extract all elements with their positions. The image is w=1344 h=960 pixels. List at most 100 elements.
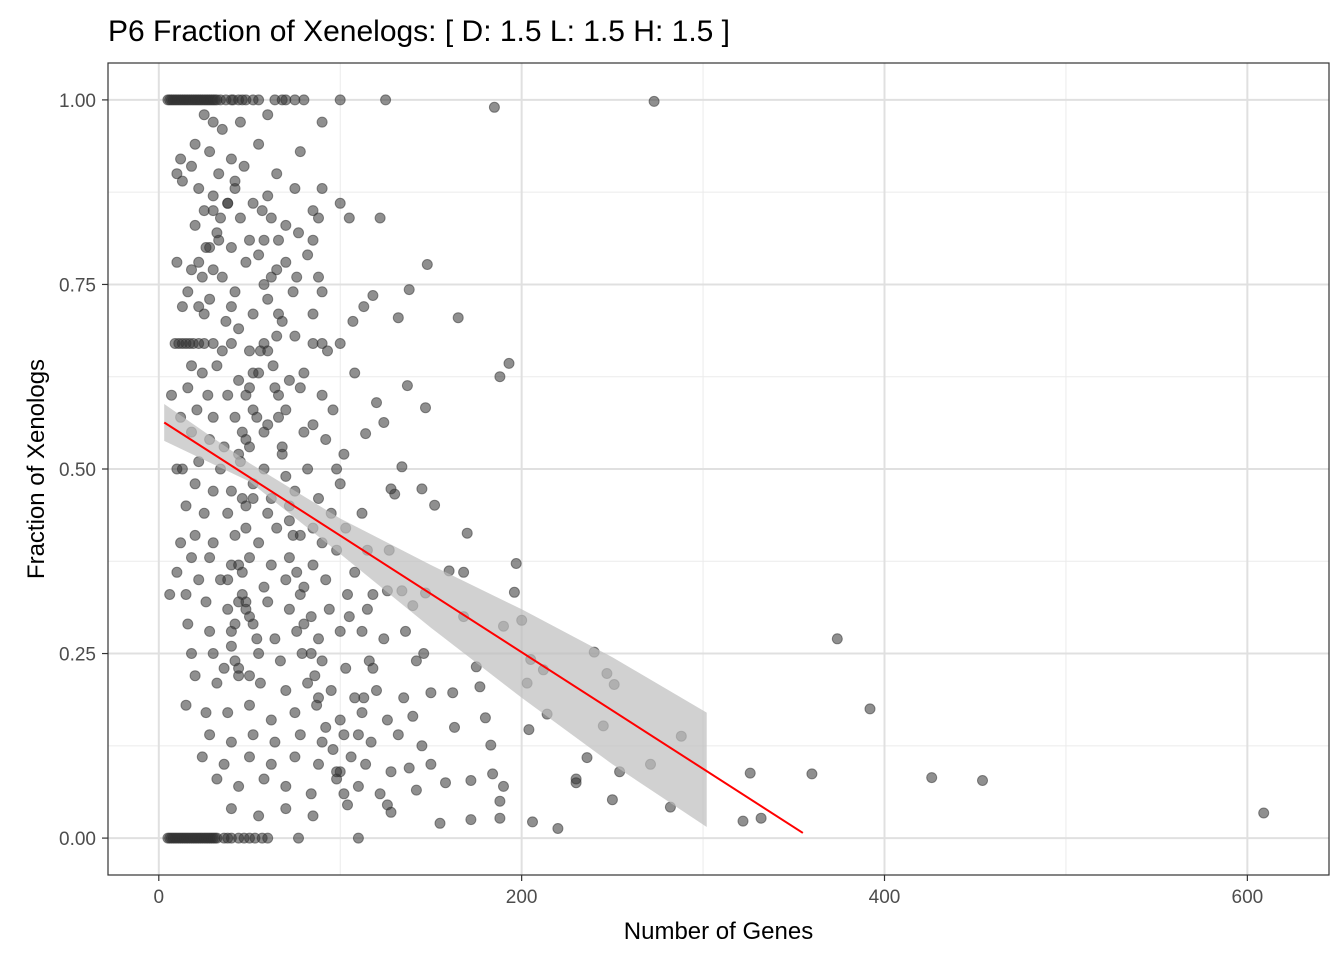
data-point <box>198 109 210 121</box>
data-point <box>340 662 352 674</box>
data-point <box>367 589 379 600</box>
x-tick-label: 200 <box>506 887 538 908</box>
data-point <box>271 522 283 534</box>
data-point <box>218 758 230 770</box>
data-point <box>234 116 246 128</box>
data-point <box>262 596 274 608</box>
data-point <box>291 566 303 578</box>
x-axis: 0 200 400 600 <box>154 875 1263 908</box>
data-point <box>225 338 237 349</box>
data-point <box>338 448 350 460</box>
data-point <box>180 589 192 600</box>
data-point <box>204 552 216 564</box>
data-point <box>398 692 410 704</box>
data-point <box>236 589 248 600</box>
data-point <box>251 411 263 423</box>
data-point <box>358 692 370 704</box>
data-point <box>434 817 446 829</box>
data-point <box>193 256 205 268</box>
data-point <box>418 648 430 659</box>
data-point <box>280 256 292 268</box>
data-point <box>320 434 332 445</box>
data-point <box>186 264 197 276</box>
data-point <box>247 197 259 209</box>
data-point <box>225 153 237 165</box>
data-point <box>253 648 265 659</box>
data-point <box>240 389 252 401</box>
data-point <box>474 681 486 693</box>
data-point <box>343 611 355 623</box>
data-point <box>305 611 317 623</box>
data-point <box>385 766 397 778</box>
data-point <box>222 197 234 209</box>
data-point <box>280 94 292 106</box>
data-point <box>280 685 292 696</box>
data-point <box>313 692 324 704</box>
data-point <box>244 552 255 564</box>
data-point <box>238 160 250 172</box>
data-point <box>247 308 259 320</box>
data-point <box>240 522 252 534</box>
data-point <box>225 301 237 313</box>
data-point <box>216 345 228 357</box>
data-point <box>262 832 274 844</box>
data-point <box>207 264 219 276</box>
data-point <box>327 404 339 416</box>
data-point <box>365 736 377 748</box>
data-point <box>247 367 259 379</box>
data-point <box>334 625 346 637</box>
data-point <box>307 810 319 822</box>
data-point <box>298 426 310 438</box>
data-point <box>313 633 324 645</box>
data-point <box>320 574 332 586</box>
data-point <box>403 762 415 774</box>
data-point <box>358 301 370 313</box>
data-point <box>280 404 292 416</box>
data-point <box>193 301 205 313</box>
data-point <box>465 775 477 786</box>
data-point <box>806 768 818 780</box>
data-point <box>207 648 219 659</box>
x-tick-label: 0 <box>154 887 165 908</box>
data-point <box>552 823 564 834</box>
data-point <box>225 242 237 253</box>
y-axis-title: Fraction of Xenologs <box>23 359 50 579</box>
data-point <box>271 330 283 342</box>
data-point <box>229 175 241 187</box>
data-point <box>269 736 281 748</box>
data-point <box>316 183 328 194</box>
data-point <box>385 806 397 818</box>
data-point <box>465 814 477 826</box>
data-point <box>447 687 459 699</box>
data-point <box>334 714 346 726</box>
data-point <box>479 712 491 724</box>
data-point <box>298 367 310 379</box>
data-point <box>258 581 270 593</box>
data-point <box>247 729 259 741</box>
data-point <box>420 402 431 414</box>
data-point <box>305 788 317 800</box>
data-point <box>229 411 241 423</box>
data-point <box>302 463 314 475</box>
data-point <box>313 493 324 504</box>
data-point <box>485 739 497 751</box>
data-point <box>410 784 422 796</box>
data-point <box>265 212 277 224</box>
data-point <box>283 374 295 386</box>
data-point <box>211 773 223 785</box>
data-point <box>265 758 277 770</box>
data-point <box>309 670 321 682</box>
data-point <box>265 714 277 726</box>
data-point <box>262 507 274 519</box>
data-point <box>316 736 328 748</box>
data-point <box>273 234 284 246</box>
data-point <box>244 441 255 453</box>
data-point <box>280 780 292 792</box>
y-tick-label: 0.25 <box>59 645 96 666</box>
data-point <box>262 190 274 202</box>
data-point <box>189 478 201 490</box>
data-point <box>349 692 361 704</box>
data-point <box>283 603 295 615</box>
data-point <box>273 411 284 423</box>
